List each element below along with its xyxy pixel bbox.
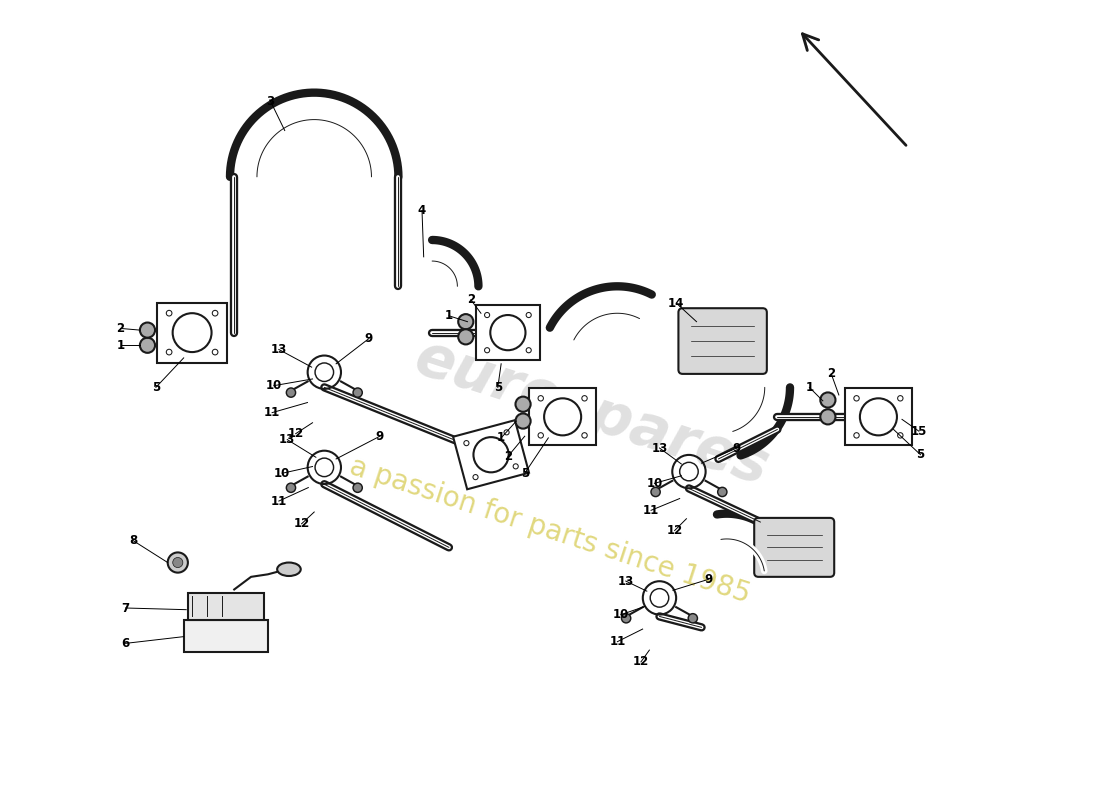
FancyBboxPatch shape (755, 518, 834, 577)
Circle shape (167, 553, 188, 573)
Text: 4: 4 (418, 204, 426, 217)
Circle shape (459, 314, 473, 330)
Circle shape (140, 322, 155, 338)
Text: 2: 2 (504, 450, 512, 463)
Circle shape (459, 330, 473, 345)
FancyBboxPatch shape (679, 308, 767, 374)
Text: 5: 5 (520, 466, 529, 480)
Text: 13: 13 (618, 574, 634, 587)
Bar (845, 388, 912, 446)
Text: 1: 1 (444, 310, 453, 322)
Circle shape (473, 437, 508, 472)
Text: 10: 10 (274, 466, 290, 480)
Circle shape (491, 315, 526, 350)
Text: 15: 15 (911, 425, 927, 438)
Text: 11: 11 (264, 406, 280, 419)
Circle shape (821, 410, 836, 425)
Bar (529, 388, 596, 446)
Text: 6: 6 (121, 637, 130, 650)
Text: 12: 12 (287, 427, 304, 440)
Text: 14: 14 (668, 297, 684, 310)
Text: 12: 12 (667, 524, 683, 537)
Bar (453, 420, 529, 490)
Text: 2: 2 (466, 294, 475, 306)
Text: 9: 9 (733, 442, 741, 454)
Text: 10: 10 (266, 379, 282, 392)
Circle shape (353, 388, 362, 398)
Bar (188, 593, 264, 620)
Text: 1: 1 (497, 431, 505, 444)
Text: 12: 12 (294, 518, 310, 530)
Circle shape (544, 398, 581, 435)
Circle shape (286, 483, 296, 492)
Circle shape (516, 414, 530, 429)
Text: a passion for parts since 1985: a passion for parts since 1985 (346, 452, 754, 609)
Text: 7: 7 (121, 602, 130, 614)
Text: 1: 1 (805, 381, 813, 394)
Circle shape (140, 338, 155, 353)
Text: 5: 5 (916, 448, 925, 462)
Text: 8: 8 (129, 534, 138, 547)
Text: 10: 10 (613, 608, 629, 622)
Bar (476, 306, 540, 360)
Circle shape (717, 487, 727, 497)
Text: 3: 3 (266, 94, 275, 107)
Bar (184, 620, 268, 652)
Text: 11: 11 (642, 504, 659, 517)
Text: 5: 5 (152, 381, 160, 394)
Text: 9: 9 (376, 430, 384, 442)
Text: 5: 5 (494, 381, 502, 394)
Circle shape (821, 393, 836, 407)
Text: 13: 13 (651, 442, 668, 454)
Bar (156, 302, 228, 362)
Circle shape (353, 483, 362, 492)
Text: 9: 9 (365, 332, 373, 345)
Text: 11: 11 (609, 635, 626, 648)
Text: 13: 13 (279, 433, 296, 446)
Circle shape (689, 614, 697, 623)
Circle shape (286, 388, 296, 398)
Text: 12: 12 (632, 655, 649, 668)
Text: 9: 9 (704, 573, 713, 586)
Circle shape (173, 558, 183, 567)
Ellipse shape (277, 562, 300, 576)
Circle shape (516, 397, 530, 412)
Text: 11: 11 (271, 494, 287, 507)
Circle shape (651, 487, 660, 497)
Text: 2: 2 (827, 367, 835, 380)
Text: 1: 1 (117, 338, 124, 352)
Circle shape (621, 614, 630, 623)
Circle shape (860, 398, 896, 435)
Text: 10: 10 (647, 477, 662, 490)
Circle shape (173, 313, 211, 352)
Text: 2: 2 (117, 322, 124, 335)
Text: 13: 13 (271, 343, 287, 356)
Text: eurospares: eurospares (408, 329, 777, 497)
